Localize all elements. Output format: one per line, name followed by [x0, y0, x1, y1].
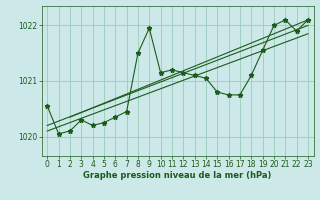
X-axis label: Graphe pression niveau de la mer (hPa): Graphe pression niveau de la mer (hPa)	[84, 171, 272, 180]
